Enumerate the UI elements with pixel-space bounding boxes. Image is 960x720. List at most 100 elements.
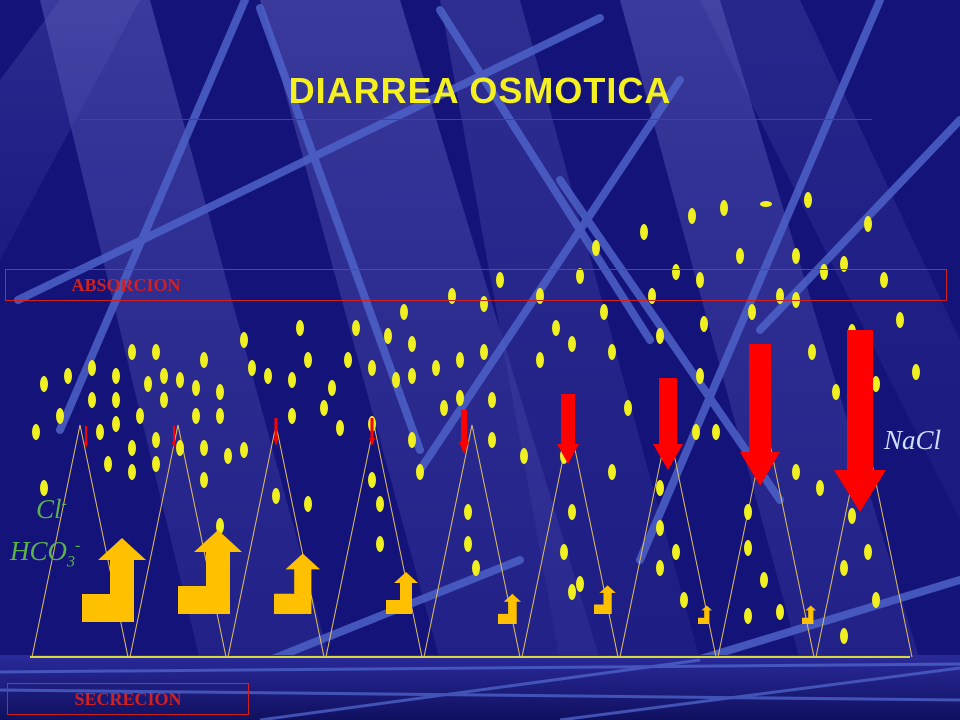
particle: [848, 508, 856, 524]
particle: [288, 408, 296, 424]
particle: [656, 560, 664, 576]
particle: [864, 544, 872, 560]
floor-lines: [0, 658, 960, 720]
particle: [744, 608, 752, 624]
particle: [736, 248, 744, 264]
particle: [408, 432, 416, 448]
particle: [240, 442, 248, 458]
particle: [304, 496, 312, 512]
red-down-arrow-icon: [557, 394, 579, 464]
particle: [744, 504, 752, 520]
particle: [880, 272, 888, 288]
particle: [536, 352, 544, 368]
particle: [656, 480, 664, 496]
chloride-ion-label: Cl-: [36, 494, 67, 525]
particle: [748, 304, 756, 320]
particle: [216, 408, 224, 424]
particle: [496, 272, 504, 288]
particle: [792, 248, 800, 264]
particle: [152, 456, 160, 472]
yellow-corner-up-arrow-icon: [386, 572, 418, 614]
yellow-corner-up-arrow-icon: [178, 530, 242, 614]
particle: [568, 336, 576, 352]
particle: [576, 268, 584, 284]
particle: [88, 392, 96, 408]
particle: [608, 344, 616, 360]
particle: [368, 472, 376, 488]
particle: [592, 240, 600, 256]
particle: [560, 544, 568, 560]
particle: [656, 520, 664, 536]
particle: [192, 408, 200, 424]
absorption-arrows: [84, 330, 886, 512]
bicarbonate-base: HCO: [10, 536, 68, 566]
secretion-arrows: [82, 530, 817, 624]
red-down-arrow-icon: [84, 426, 88, 448]
particle: [408, 336, 416, 352]
particle: [700, 316, 708, 332]
particle: [568, 504, 576, 520]
particle: [816, 480, 824, 496]
particle: [608, 464, 616, 480]
particle: [720, 200, 728, 216]
particle: [552, 320, 560, 336]
particle: [840, 256, 848, 272]
yellow-corner-up-arrow-icon: [498, 593, 521, 624]
particle: [692, 424, 700, 440]
particle: [176, 440, 184, 456]
particle: [376, 536, 384, 552]
particle: [696, 272, 704, 288]
particle: [432, 360, 440, 376]
particle: [160, 368, 168, 384]
particle: [688, 208, 696, 224]
particle: [576, 576, 584, 592]
villi-triangles: [31, 424, 913, 658]
particle: [376, 496, 384, 512]
particle: [384, 328, 392, 344]
particle: [864, 216, 872, 232]
particle: [440, 400, 448, 416]
particle: [216, 384, 224, 400]
particle: [296, 320, 304, 336]
particle: [640, 224, 648, 240]
particle: [128, 464, 136, 480]
particle: [192, 380, 200, 396]
particle: [128, 440, 136, 456]
particle: [896, 312, 904, 328]
particle: [672, 544, 680, 560]
particle: [144, 376, 152, 392]
particle: [656, 328, 664, 344]
particle: [680, 592, 688, 608]
particle: [64, 368, 72, 384]
particle: [288, 372, 296, 388]
slide-title: DIARREA OSMOTICA: [288, 70, 672, 111]
particle: [456, 390, 464, 406]
particle: [336, 420, 344, 436]
particle: [240, 332, 248, 348]
particle: [176, 372, 184, 388]
particle: [472, 560, 480, 576]
particle: [480, 344, 488, 360]
particle: [712, 424, 720, 440]
particle: [744, 540, 752, 556]
particle: [832, 384, 840, 400]
particle: [808, 344, 816, 360]
particle: [840, 560, 848, 576]
particle: [152, 432, 160, 448]
particle: [96, 424, 104, 440]
absorcion-label: ABSORCION: [71, 275, 181, 295]
particle: [840, 628, 848, 644]
particle: [200, 472, 208, 488]
particle: [352, 320, 360, 336]
particle: [56, 408, 64, 424]
bicarbonate-subscript: 3: [67, 553, 76, 571]
particle: [488, 392, 496, 408]
villus-outline: [423, 424, 521, 658]
particle: [344, 352, 352, 368]
chloride-base: Cl: [36, 494, 62, 524]
bicarbonate-charge: -: [75, 537, 81, 554]
particle: [872, 376, 880, 392]
particle: [272, 488, 280, 504]
